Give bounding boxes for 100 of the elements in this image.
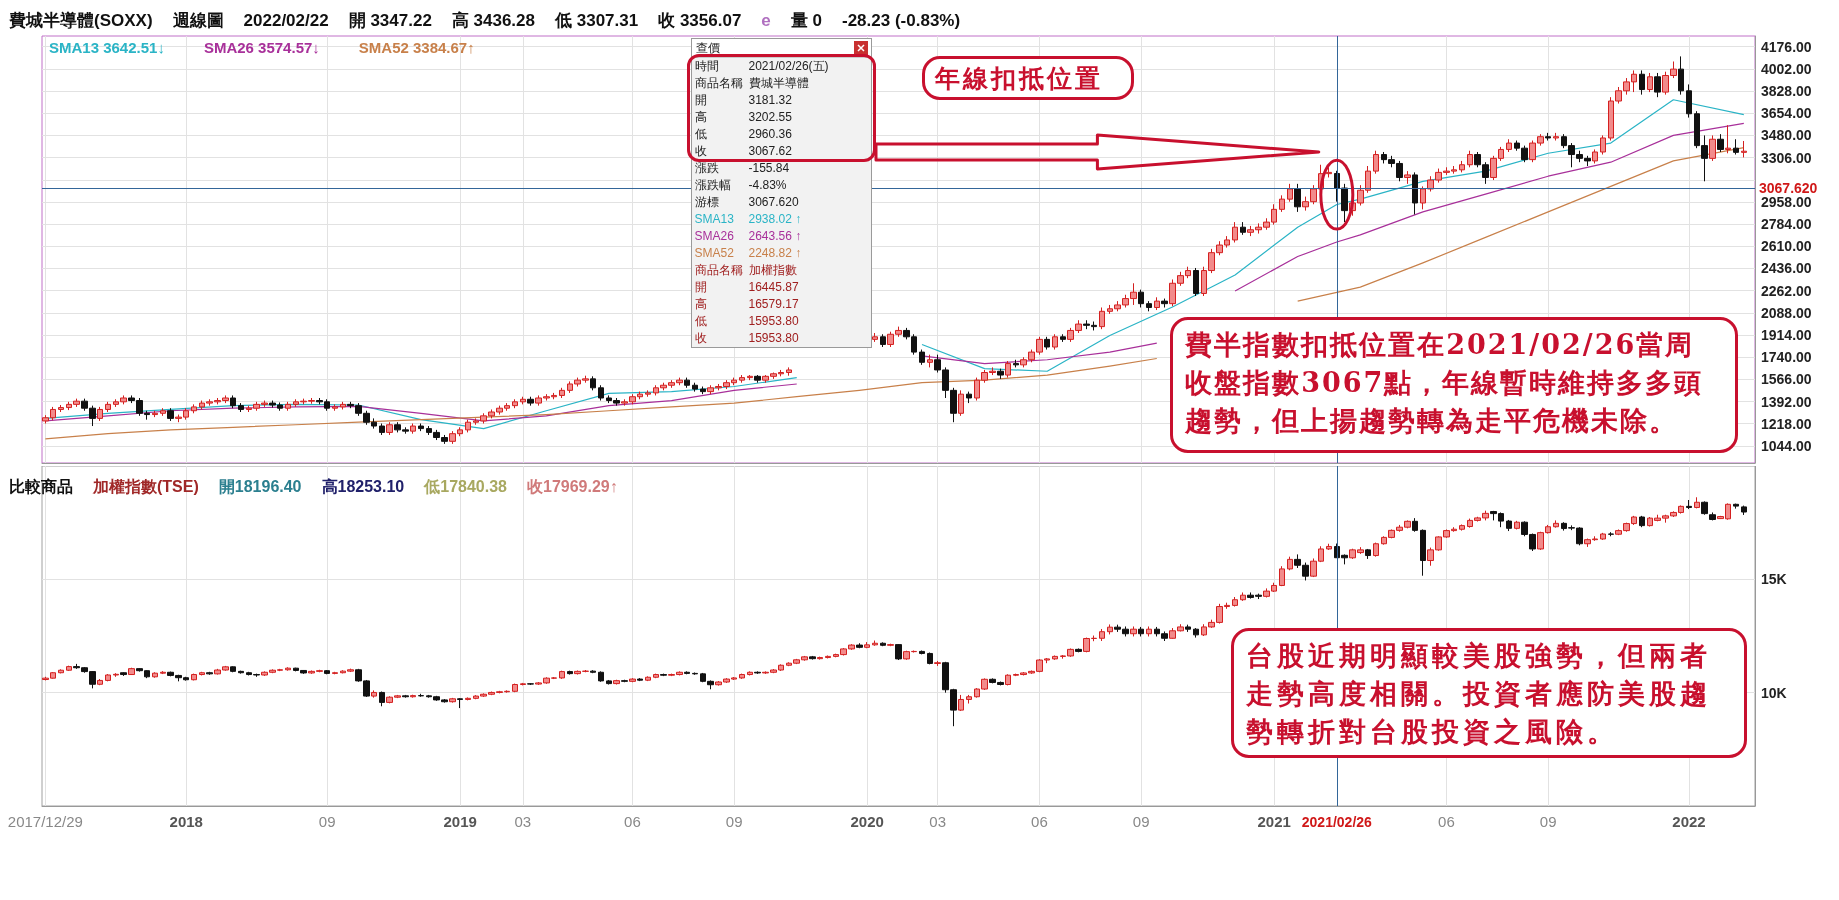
candlestick xyxy=(613,679,620,686)
candlestick xyxy=(340,401,346,410)
candlestick xyxy=(1365,548,1371,560)
candlestick xyxy=(410,694,416,699)
candlestick xyxy=(1709,511,1716,521)
candlestick xyxy=(692,671,698,676)
candlestick xyxy=(1420,528,1426,577)
candlestick xyxy=(1741,505,1747,516)
candlestick xyxy=(1240,591,1246,602)
candlestick xyxy=(97,406,103,422)
candlestick xyxy=(1600,532,1606,541)
candlestick xyxy=(1287,556,1293,571)
annotation: 費城半導體 xyxy=(748,76,809,90)
candlestick xyxy=(285,666,291,672)
candlestick xyxy=(864,641,870,649)
candlestick xyxy=(418,693,424,698)
candlestick xyxy=(1741,140,1747,158)
candlestick xyxy=(684,670,690,675)
candlestick xyxy=(809,655,816,661)
text: SMA26 3574.57↓ xyxy=(203,39,320,56)
annotation: 時間 xyxy=(694,58,720,75)
candlestick xyxy=(739,374,745,384)
candlestick xyxy=(660,673,667,677)
candlestick xyxy=(402,694,409,699)
candlestick xyxy=(324,669,330,675)
x-tick-label: 2022 xyxy=(1672,813,1706,830)
candlestick xyxy=(386,421,393,436)
candlestick xyxy=(700,386,706,395)
x-tick-label: 06 xyxy=(1031,813,1048,830)
candlestick xyxy=(1146,625,1152,637)
annotation: 收 xyxy=(694,330,708,347)
annotation: 3181.32 xyxy=(748,93,792,107)
candlestick xyxy=(872,640,878,647)
candlestick xyxy=(895,643,902,661)
candlestick xyxy=(1294,183,1301,213)
candlestick xyxy=(1326,543,1332,551)
candlestick xyxy=(880,333,886,348)
candlestick xyxy=(1412,171,1418,215)
candlestick xyxy=(285,401,291,412)
candlestick xyxy=(1733,138,1739,156)
candlestick xyxy=(653,673,659,679)
annotation: 2021/02/26(五) xyxy=(748,59,829,73)
candlestick xyxy=(199,671,205,676)
candlestick xyxy=(465,419,471,433)
candlestick xyxy=(1326,166,1332,178)
candlestick xyxy=(754,374,761,384)
y-tick-label: 1392.00 xyxy=(1761,393,1812,410)
ref-line-label: 2021/02/26 xyxy=(1301,814,1373,830)
annotation: 漲跌 xyxy=(694,160,720,177)
candlestick xyxy=(1044,336,1050,351)
candlestick xyxy=(927,652,933,665)
x-tick-label: 09 xyxy=(318,813,336,830)
candlestick xyxy=(559,387,565,399)
candlestick xyxy=(637,677,643,682)
candlestick xyxy=(1506,519,1512,532)
candlestick xyxy=(1005,360,1011,379)
candlestick xyxy=(621,679,628,683)
candlestick xyxy=(1099,628,1105,642)
x-tick-label: 06 xyxy=(1438,813,1455,830)
annotation: 漲跌幅 xyxy=(694,177,732,194)
annotation: 15953.80 xyxy=(748,314,799,328)
candlestick xyxy=(379,691,385,707)
candlestick xyxy=(1193,627,1199,639)
candlestick xyxy=(1600,134,1606,156)
candlestick xyxy=(527,682,534,686)
candlestick xyxy=(919,349,925,366)
candlestick xyxy=(645,389,651,398)
candlestick xyxy=(958,694,964,712)
candlestick xyxy=(152,671,158,679)
candlestick xyxy=(1701,500,1708,516)
annotation: 收 xyxy=(694,143,708,160)
candlestick xyxy=(919,650,925,655)
candlestick xyxy=(1725,124,1731,154)
candlestick xyxy=(1733,503,1739,510)
candlestick xyxy=(1052,333,1058,351)
candlestick xyxy=(754,670,761,675)
annotation: -4.83% xyxy=(748,178,787,192)
candlestick xyxy=(966,694,972,705)
candlestick xyxy=(1279,194,1285,213)
candlestick xyxy=(1146,300,1152,312)
annotation: 2960.36 xyxy=(748,127,792,141)
candlestick xyxy=(58,668,64,674)
candlestick xyxy=(238,670,244,675)
annotation: 開 xyxy=(694,92,708,109)
candlestick xyxy=(332,671,338,675)
candlestick xyxy=(230,665,236,673)
candlestick xyxy=(160,670,166,675)
candlestick xyxy=(880,641,886,647)
annotation: 開 xyxy=(694,279,708,296)
annotation: 3202.55 xyxy=(748,110,792,124)
y-tick-label: 2784.00 xyxy=(1761,216,1812,233)
candlestick xyxy=(590,669,596,674)
candlestick xyxy=(512,398,518,409)
y-tick-label: 10K xyxy=(1761,684,1787,701)
candlestick xyxy=(527,396,534,407)
candlestick xyxy=(1709,134,1716,162)
candlestick xyxy=(1373,150,1379,175)
annotation: SMA13 xyxy=(694,211,735,228)
annotation: 費半指數扣抵位置在2021/02/26當周收盤指數3067點，年線暫時維持多多頭趨勢，但上揚趨勢轉為走平危機未除。 xyxy=(1170,317,1738,453)
candlestick xyxy=(1193,267,1199,297)
